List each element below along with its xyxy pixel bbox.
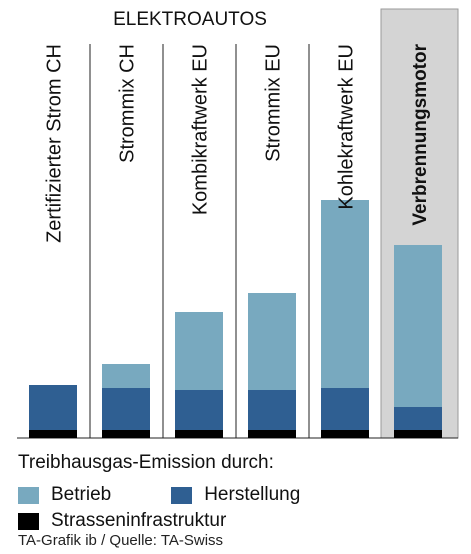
legend-swatch-herstellung [171, 486, 193, 504]
bar-segment-herstellung [29, 385, 77, 430]
bar-segment-strasseninfrastruktur [102, 430, 150, 438]
category-label: Strommix CH [117, 44, 139, 163]
bar-segment-strasseninfrastruktur [394, 430, 442, 438]
bar-segment-betrieb [321, 200, 369, 388]
bar-segment-herstellung [102, 388, 150, 430]
legend-label-betrieb: Betrieb [51, 484, 112, 505]
bar-segment-herstellung [321, 388, 369, 430]
legend-label-strasseninfrastruktur: Strasseninfrastruktur [51, 510, 227, 531]
bar-segment-strasseninfrastruktur [321, 430, 369, 438]
bar-segment-betrieb [248, 293, 296, 390]
category-label: Verbrennungsmotor [410, 43, 431, 225]
legend-item-betrieb: Betrieb [18, 484, 111, 506]
legend: Treibhausgas-Emission durch: Betrieb Her… [18, 452, 458, 534]
legend-row-1: Betrieb Herstellung [18, 482, 458, 508]
legend-row-2: Strasseninfrastruktur [18, 508, 458, 534]
bar-segment-strasseninfrastruktur [175, 430, 223, 438]
legend-item-herstellung: Herstellung [171, 484, 300, 506]
bar-segment-herstellung [248, 390, 296, 430]
legend-swatch-betrieb [18, 486, 39, 504]
bar-segment-herstellung [394, 407, 442, 430]
legend-title: Treibhausgas-Emission durch: [18, 452, 274, 473]
category-label: Kombikraftwerk EU [190, 44, 212, 215]
bar-segment-betrieb [175, 312, 223, 390]
bar-segment-betrieb [394, 245, 442, 407]
legend-swatch-strasseninfrastruktur [18, 512, 39, 530]
bar-segment-herstellung [175, 390, 223, 430]
category-label: Kohlekraftwerk EU [336, 44, 358, 210]
bar-segment-strasseninfrastruktur [248, 430, 296, 438]
category-label: Strommix EU [263, 44, 285, 162]
bar-segment-betrieb [102, 364, 150, 388]
legend-item-strasseninfrastruktur: Strasseninfrastruktur [18, 510, 226, 532]
source-note: TA-Grafik ib / Quelle: TA-Swiss [18, 532, 224, 549]
category-label: Zertifizierter Strom CH [44, 44, 66, 243]
legend-label-herstellung: Herstellung [204, 484, 301, 505]
bar-segment-strasseninfrastruktur [29, 430, 77, 438]
chart-title: ELEKTROAUTOS [113, 9, 267, 30]
